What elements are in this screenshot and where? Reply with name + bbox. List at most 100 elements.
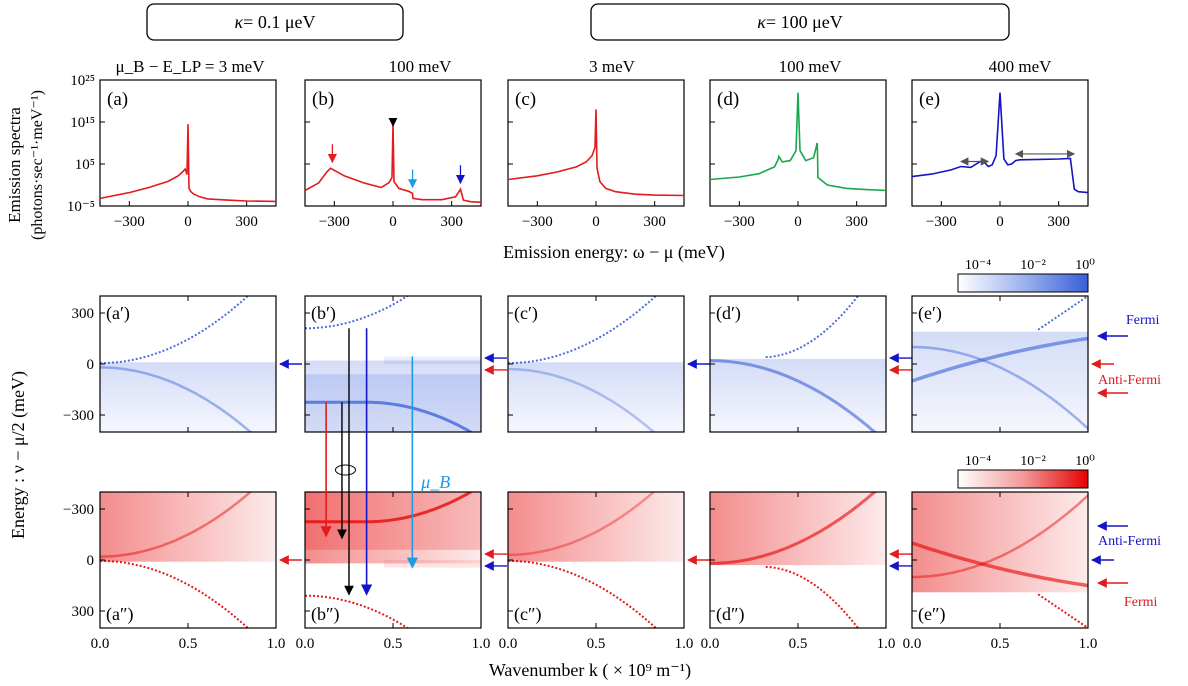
- continuum-band: [100, 362, 276, 432]
- spectrum-line: [507, 109, 685, 197]
- panel-label: (d): [717, 89, 739, 110]
- fermi-dispersion: [765, 296, 860, 359]
- energy-map-blue-2: (b′): [304, 295, 507, 433]
- spectrum-line: [99, 124, 277, 203]
- fermi-dispersion: [305, 296, 410, 330]
- bogoliubov-branch: [912, 494, 1088, 579]
- side-annotations: Fermi Anti-Fermi Anti-Fermi Fermi: [1097, 313, 1161, 610]
- energy-ylabel: Energy : ν − μ/2 (meV): [8, 371, 29, 539]
- arrow-pair-ring: [334, 464, 356, 476]
- bogoliubov-branch: [305, 492, 474, 524]
- panel-label: (b′): [311, 303, 336, 324]
- colorbar-red-tick-2: 10⁰: [1075, 454, 1095, 469]
- map-xtick: 0.0: [499, 636, 518, 652]
- panel-label: (d′): [716, 303, 741, 324]
- map-ytick: 0: [87, 357, 95, 373]
- colorbar-red-tick-1: 10⁻²: [1020, 454, 1046, 469]
- energy-map-blue-5: (e′): [911, 295, 1114, 433]
- spectrum-ytick: 10¹⁵: [70, 115, 95, 131]
- column-label-b: 100 meV: [389, 57, 453, 76]
- spectrum-xtick: −300: [522, 214, 553, 230]
- map-ytick: 300: [72, 604, 95, 620]
- fermi-dispersion: [305, 594, 410, 628]
- panel-label: (c): [515, 89, 536, 110]
- bogoliubov-branch: [100, 366, 253, 432]
- map-xtick: 0.0: [91, 636, 110, 652]
- annotation-fermi-red: Fermi: [1124, 595, 1158, 610]
- spectrum-ytick: 10²⁵: [70, 73, 95, 89]
- bogoliubov-branch: [912, 345, 1088, 430]
- spectra-xlabel: Emission energy: ω − μ (meV): [503, 242, 725, 263]
- spectrum-xtick: 300: [235, 214, 258, 230]
- map-xtick: 1.0: [267, 636, 286, 652]
- row-a-label: μ_B − E_LP = 3 meV: [115, 57, 265, 76]
- spectrum-line: [304, 124, 482, 203]
- spectrum-xtick: 0: [184, 214, 192, 230]
- spectrum-xtick: −300: [724, 214, 755, 230]
- spectrum-line: [911, 92, 1089, 194]
- map-ytick: −300: [63, 408, 94, 424]
- bogoliubov-branch: [100, 492, 253, 558]
- spectrum-panel-1: −300 0 300 10²⁵ 10¹⁵ 10⁵ 10⁻⁵ (a): [67, 73, 277, 230]
- map-xtick: 1.0: [472, 636, 491, 652]
- spectrum-panel-3: −300 0 300 (c): [507, 79, 685, 230]
- map-ytick: 300: [72, 306, 95, 322]
- transition-arrows: μ_B: [320, 328, 450, 596]
- header-left-text: = 0.1 μeV: [243, 12, 315, 32]
- bogoliubov-branch: [710, 492, 877, 565]
- spectrum-xtick: 0: [389, 214, 397, 230]
- map-xtick: 0.5: [991, 636, 1010, 652]
- panel-label: (e′): [918, 303, 942, 324]
- map-ytick: −300: [63, 502, 94, 518]
- fermi-dispersion: [100, 559, 250, 628]
- map-xtick: 0.5: [789, 636, 808, 652]
- panel-label: (a″): [106, 604, 133, 625]
- panel-label: (c′): [514, 303, 538, 324]
- continuum-band: [710, 492, 886, 566]
- spectrum-xtick: 300: [1047, 214, 1070, 230]
- map-xtick: 1.0: [1079, 636, 1098, 652]
- bogoliubov-branch: [912, 541, 1088, 588]
- map-xtick: 0.5: [179, 636, 198, 652]
- map-xtick: 0.0: [701, 636, 720, 652]
- colorbar-blue-tick-2: 10⁰: [1075, 258, 1095, 273]
- panel-label: (e): [919, 89, 940, 110]
- bogoliubov-branch: [710, 359, 877, 432]
- spectrum-panel-5: −300 0 300 (e): [911, 79, 1089, 230]
- column-label-d: 100 meV: [779, 57, 843, 76]
- continuum-band: [912, 331, 1088, 432]
- colorbar-blue-tick-1: 10⁻²: [1020, 258, 1046, 273]
- map-xtick: 0.0: [903, 636, 922, 652]
- spectrum-xtick: −300: [319, 214, 350, 230]
- spectrum-ytick: 10⁻⁵: [67, 199, 95, 215]
- fermi-dispersion: [100, 296, 250, 365]
- panel-label: (a′): [106, 303, 130, 324]
- spectrum-xtick: 0: [794, 214, 802, 230]
- continuum-band: [305, 492, 481, 564]
- panel-label: (c″): [514, 604, 541, 625]
- panel-label: (b″): [311, 604, 340, 625]
- spectrum-xtick: 300: [440, 214, 463, 230]
- map-xtick: 0.0: [296, 636, 315, 652]
- spectrum-ytick: 10⁵: [75, 157, 95, 173]
- spectrum-line: [709, 92, 887, 192]
- spectrum-xtick: 0: [592, 214, 600, 230]
- continuum-band: [508, 492, 684, 562]
- colorbar-red-tick-0: 10⁻⁴: [965, 454, 991, 469]
- spectrum-xtick: 300: [643, 214, 666, 230]
- svg-text:κ= 0.1 μeV: κ= 0.1 μeV: [235, 12, 316, 32]
- map-ytick: 0: [87, 553, 95, 569]
- energy-map-red-2: (b″) 0.0 0.5 1.0: [296, 491, 507, 652]
- panel-label: (b): [312, 89, 334, 110]
- k-xlabel: Wavenumber k ( × 10⁹ m⁻¹): [489, 660, 691, 681]
- energy-map-blue-3: (c′): [507, 295, 710, 433]
- map-xtick: 0.5: [587, 636, 606, 652]
- bogoliubov-branch: [912, 336, 1088, 383]
- header-right: κ= 100 μeV: [590, 3, 1010, 41]
- map-xtick: 1.0: [675, 636, 694, 652]
- fermi-dispersion: [765, 565, 860, 628]
- energy-map-blue-4: (d′): [709, 295, 912, 433]
- column-label-c: 3 meV: [589, 57, 636, 76]
